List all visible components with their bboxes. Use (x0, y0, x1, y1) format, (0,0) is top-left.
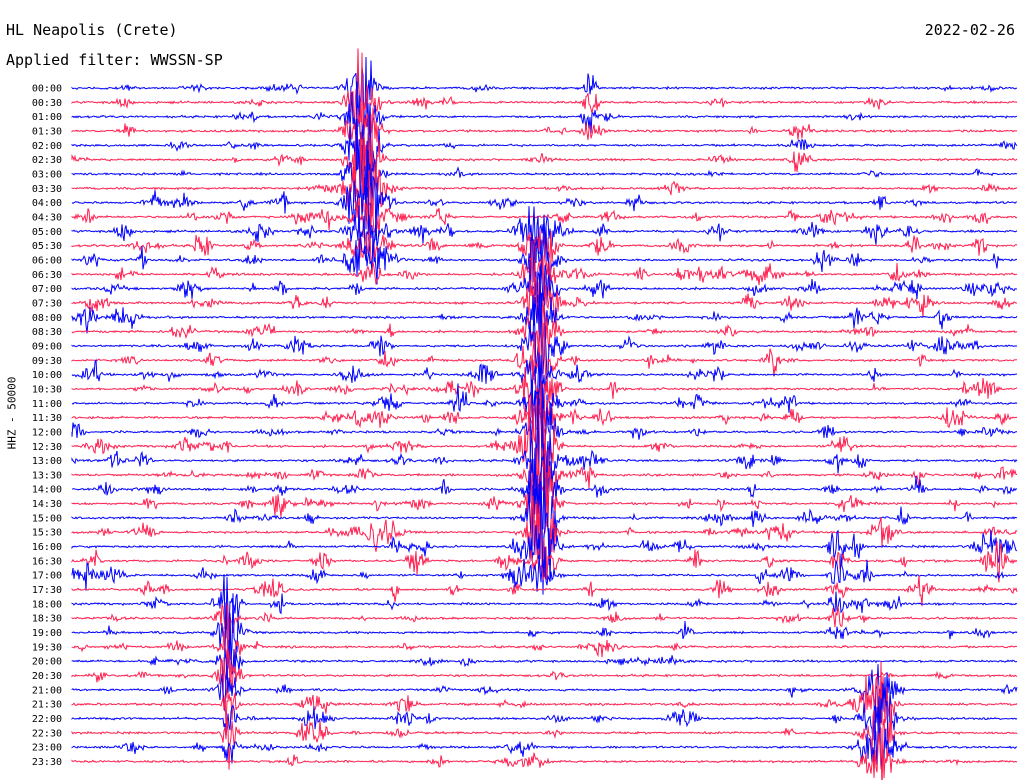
trace-line (71, 105, 1018, 180)
time-label: 11:30 (32, 413, 62, 424)
trace-line (71, 81, 1017, 152)
time-label: 17:30 (32, 585, 62, 596)
time-label: 07:30 (32, 298, 62, 309)
trace-line (71, 664, 1018, 736)
date-label: 2022-02-26 (924, 21, 1015, 39)
time-label: 15:00 (32, 513, 62, 524)
trace-line (71, 118, 1018, 209)
time-label: 13:30 (32, 470, 62, 481)
time-label: 08:30 (32, 327, 62, 338)
trace-line (71, 484, 1018, 595)
trace-line (71, 704, 1018, 780)
trace-line (71, 605, 1018, 695)
time-label: 23:00 (32, 743, 62, 754)
time-label: 02:30 (32, 155, 62, 166)
time-label: 16:00 (32, 542, 62, 553)
trace-line (71, 119, 1018, 198)
trace-line (71, 214, 1018, 285)
time-label: 14:00 (32, 485, 62, 496)
trace-line (71, 683, 1018, 751)
trace-line (71, 322, 1018, 393)
time-label: 20:30 (32, 671, 62, 682)
time-label: 02:00 (32, 141, 62, 152)
time-label: 06:30 (32, 270, 62, 281)
time-label: 22:00 (32, 714, 62, 725)
time-label: 20:00 (32, 657, 62, 668)
time-label: 00:30 (32, 98, 62, 109)
trace-line (71, 390, 1018, 522)
trace-line (71, 696, 1018, 769)
time-label: 03:00 (32, 169, 62, 180)
trace-line (71, 266, 1018, 335)
time-label: 05:00 (32, 227, 62, 238)
time-label: 21:30 (32, 700, 62, 711)
time-label: 01:30 (32, 126, 62, 137)
time-label: 19:00 (32, 628, 62, 639)
time-label: 19:30 (32, 642, 62, 653)
time-label: 21:00 (32, 685, 62, 696)
time-label: 12:30 (32, 442, 62, 453)
station-title: HL Neapolis (Crete) (6, 21, 178, 39)
trace-line (71, 56, 1018, 137)
trace-line (71, 661, 1018, 734)
time-label: 17:00 (32, 571, 62, 582)
time-label: 11:00 (32, 399, 62, 410)
time-label: 18:00 (32, 599, 62, 610)
time-label: 12:00 (32, 427, 62, 438)
trace-line (71, 48, 1018, 135)
trace-line (71, 538, 1018, 583)
filter-label: Applied filter: WWSSN-SP (6, 51, 223, 69)
time-label: 08:00 (32, 313, 62, 324)
trace-line (71, 304, 1018, 395)
time-label: 15:30 (32, 528, 62, 539)
time-label: 03:30 (32, 184, 62, 195)
trace-line (71, 133, 1018, 206)
time-label: 06:00 (32, 255, 62, 266)
trace-line (71, 140, 1018, 253)
time-label: 18:30 (32, 614, 62, 625)
trace-line (71, 450, 1018, 566)
trace-line (71, 574, 1018, 630)
time-label: 22:30 (32, 728, 62, 739)
trace-line (71, 259, 1017, 304)
time-label: 09:30 (32, 356, 62, 367)
trace-line (71, 612, 1018, 680)
time-label: 10:00 (32, 370, 62, 381)
trace-line (71, 546, 1018, 592)
trace-line (71, 293, 1018, 380)
time-label: 00:00 (32, 84, 62, 95)
time-label: 04:30 (32, 212, 62, 223)
time-label: 09:00 (32, 341, 62, 352)
trace-line (71, 575, 1018, 607)
time-label: 16:30 (32, 556, 62, 567)
time-label: 01:00 (32, 112, 62, 123)
time-label: 14:30 (32, 499, 62, 510)
trace-line (71, 132, 1018, 224)
time-label: 10:30 (32, 384, 62, 395)
trace-line (71, 603, 1018, 644)
trace-line (71, 733, 1018, 779)
time-label: 04:00 (32, 198, 62, 209)
trace-line (71, 229, 1018, 283)
time-label: 05:30 (32, 241, 62, 252)
time-label: 23:30 (32, 757, 62, 768)
trace-line (71, 648, 1018, 701)
time-label: 13:00 (32, 456, 62, 467)
trace-line (71, 360, 1018, 422)
time-label: 07:00 (32, 284, 62, 295)
